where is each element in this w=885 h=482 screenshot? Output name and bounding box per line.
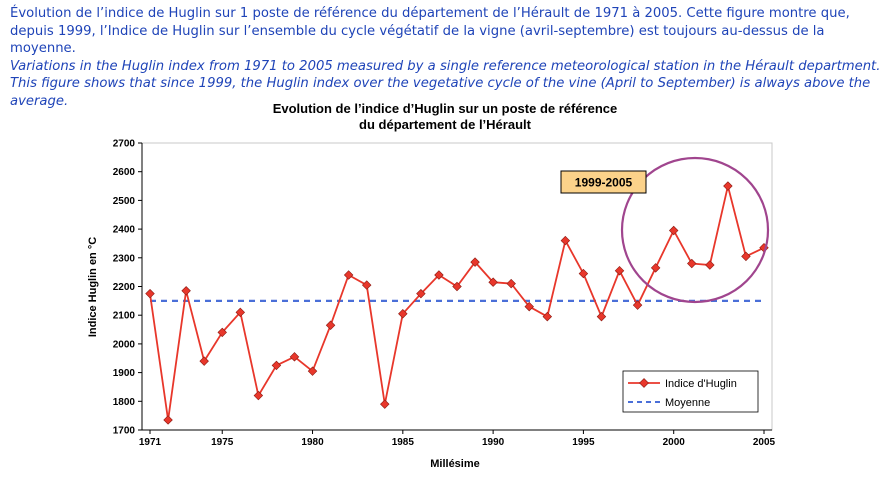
huglin-point-1985: [398, 309, 408, 319]
y-tick-label: 2200: [113, 282, 136, 293]
legend-label-huglin: Indice d'Huglin: [665, 378, 737, 390]
caption-french: Évolution de l’indice de Huglin sur 1 po…: [10, 6, 850, 57]
huglin-point-2003: [723, 181, 733, 191]
y-tick-label: 2500: [113, 196, 136, 207]
x-tick-label: 2005: [753, 437, 776, 448]
huglin-point-1978: [271, 360, 282, 371]
huglin-point-1997: [614, 265, 625, 276]
huglin-point-2001: [687, 258, 697, 269]
huglin-point-1972: [163, 415, 173, 425]
huglin-point-1992: [524, 301, 534, 312]
legend: Indice d'Huglin Moyenne: [622, 370, 759, 413]
huglin-point-1989: [470, 257, 480, 267]
huglin-point-1994: [560, 235, 571, 246]
huglin-point-1971: [145, 288, 155, 299]
huglin-point-1973: [181, 286, 191, 296]
x-axis-ticks: 1971 1975 1980 1985 1990 1995 2000 2005: [139, 430, 776, 448]
huglin-point-1981: [325, 320, 336, 330]
huglin-point-1977: [253, 390, 264, 401]
huglin-point-1995: [578, 268, 589, 279]
huglin-point-1996: [596, 311, 607, 322]
y-tick-label: 1900: [113, 368, 136, 379]
huglin-point-2002: [705, 260, 715, 270]
huglin-point-1982: [343, 270, 354, 280]
huglin-point-1976: [235, 307, 246, 318]
huglin-point-1999: [650, 263, 661, 273]
huglin-point-1988: [452, 281, 462, 292]
x-axis-label: Millésime: [430, 458, 480, 470]
legend-box: [622, 370, 759, 413]
y-tick-label: 1800: [113, 397, 136, 408]
huglin-point-1987: [434, 270, 444, 280]
huglin-series: [145, 181, 769, 425]
y-tick-label: 2600: [113, 167, 136, 178]
x-tick-label: 1971: [139, 437, 162, 448]
legend-marker-huglin: [639, 378, 649, 388]
y-tick-label: 1700: [113, 426, 136, 437]
huglin-point-1980: [307, 366, 318, 376]
annotation-box: [560, 170, 647, 194]
huglin-point-1984: [380, 399, 390, 409]
x-tick-label: 1985: [392, 437, 415, 448]
y-tick-label: 2700: [113, 139, 136, 150]
chart-title-line1: Evolution de l’indice d’Huglin sur un po…: [273, 101, 618, 116]
huglin-point-2004: [741, 251, 751, 262]
huglin-point-1991: [506, 278, 516, 289]
annotation-label: 1999-2005: [575, 176, 633, 190]
huglin-point-1975: [217, 327, 227, 338]
y-axis-label: Indice Huglin en °C: [87, 237, 99, 337]
y-tick-label: 2000: [113, 339, 136, 350]
x-tick-label: 1975: [211, 437, 234, 448]
caption-english: Variations in the Huglin index from 1971…: [10, 58, 881, 109]
huglin-point-2000: [668, 225, 679, 236]
y-axis-ticks: 1700 1800 1900 2000 2100 2200 2300 2400 2500 2600…: [113, 139, 142, 437]
x-tick-label: 1995: [572, 437, 595, 448]
y-tick-label: 2300: [113, 253, 136, 264]
huglin-point-1983: [361, 280, 372, 290]
chart-title-line2: du département de l’Hérault: [359, 117, 532, 132]
huglin-point-1990: [488, 277, 498, 287]
highlight-ellipse: [620, 156, 770, 304]
huglin-point-1998: [632, 300, 643, 310]
huglin-point-1986: [416, 288, 426, 299]
huglin-point-1993: [542, 311, 553, 322]
huglin-point-1979: [289, 352, 300, 362]
y-tick-label: 2400: [113, 225, 136, 236]
y-tick-label: 2100: [113, 311, 136, 322]
x-tick-label: 1990: [482, 437, 505, 448]
x-tick-label: 1980: [301, 437, 324, 448]
legend-label-mean: Moyenne: [665, 397, 710, 409]
huglin-point-1974: [199, 356, 209, 366]
x-tick-label: 2000: [663, 437, 686, 448]
figure-caption: Évolution de l’indice de Huglin sur 1 po…: [10, 5, 882, 111]
